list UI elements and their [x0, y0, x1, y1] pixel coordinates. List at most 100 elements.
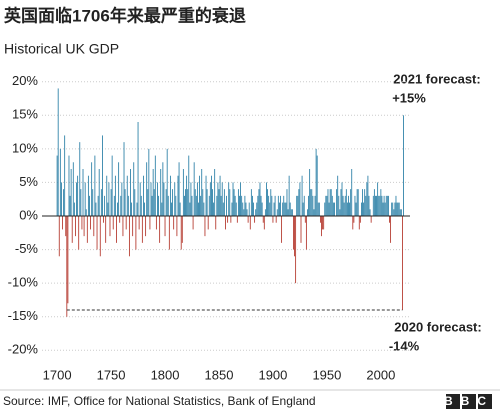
- bar: [165, 189, 167, 216]
- bar: [346, 202, 348, 216]
- bar: [127, 195, 129, 216]
- bar: [275, 216, 277, 223]
- bar: [240, 182, 242, 216]
- x-tick-label: 2000: [366, 367, 395, 382]
- bar: [284, 202, 286, 216]
- y-tick-label: 20%: [12, 73, 38, 88]
- annotation: 2020 forecast:: [394, 319, 481, 334]
- x-tick-label: 1950: [312, 367, 341, 382]
- bar: [57, 88, 59, 216]
- bar: [391, 202, 393, 216]
- bar: [111, 155, 113, 216]
- bar: [87, 175, 89, 216]
- bar: [269, 202, 271, 216]
- bar: [201, 169, 203, 216]
- bar: [185, 189, 186, 216]
- x-tick-label: 1700: [43, 367, 72, 382]
- bar: [151, 195, 153, 216]
- bar: [121, 182, 123, 216]
- bar: [69, 195, 71, 216]
- bar: [243, 209, 245, 216]
- bar: [293, 216, 294, 250]
- bar: [192, 216, 194, 230]
- bar: [198, 202, 199, 216]
- bar: [287, 209, 289, 216]
- bar: [96, 216, 98, 250]
- bar: [400, 209, 402, 216]
- bar: [252, 195, 253, 216]
- bar: [299, 182, 301, 216]
- bar: [109, 216, 111, 237]
- bar: [365, 195, 367, 216]
- bar: [132, 216, 134, 237]
- bar: [241, 195, 243, 216]
- bar: [186, 175, 188, 216]
- bar: [343, 202, 345, 216]
- bar: [190, 182, 192, 216]
- bar: [324, 202, 326, 216]
- bar: [160, 169, 162, 216]
- bar: [65, 216, 67, 237]
- bar: [193, 162, 195, 216]
- bar: [260, 195, 262, 216]
- annotation: 2021 forecast:: [393, 71, 480, 86]
- bar: [397, 202, 399, 216]
- bar: [348, 195, 349, 216]
- bar: [263, 216, 265, 230]
- bar: [161, 202, 163, 216]
- bar: [130, 169, 131, 216]
- bar: [357, 189, 359, 216]
- bar: [328, 202, 330, 216]
- chart-subtitle: Historical UK GDP: [4, 41, 119, 57]
- bar: [332, 202, 334, 216]
- bar: [154, 155, 156, 216]
- bar: [210, 175, 212, 216]
- bar: [191, 195, 193, 216]
- bar: [231, 202, 233, 216]
- bar: [373, 189, 375, 216]
- bar: [123, 142, 125, 216]
- bar: [99, 216, 101, 257]
- bar: [143, 175, 144, 216]
- source: Source: IMF, Office for National Statist…: [3, 394, 316, 408]
- annotation: -14%: [389, 338, 420, 353]
- bar: [295, 216, 297, 284]
- bar: [309, 169, 311, 216]
- bar: [383, 195, 385, 216]
- bar: [128, 216, 130, 257]
- bar: [394, 202, 396, 216]
- bar: [152, 169, 154, 216]
- bar: [145, 216, 147, 237]
- bar: [92, 189, 94, 216]
- bar: [321, 216, 322, 237]
- bar: [106, 175, 108, 216]
- bar: [221, 182, 223, 216]
- bar: [280, 195, 281, 216]
- bar: [159, 216, 161, 243]
- bar: [167, 195, 169, 216]
- x-tick-label: 1900: [258, 367, 287, 382]
- bar: [234, 195, 236, 216]
- bar: [358, 216, 360, 230]
- bar: [380, 189, 382, 216]
- bar: [56, 155, 58, 216]
- bar: [214, 169, 216, 216]
- bar: [171, 202, 172, 216]
- bar: [359, 216, 361, 223]
- y-tick-label: -10%: [8, 275, 39, 290]
- bar: [273, 202, 275, 216]
- bar: [339, 209, 341, 216]
- bar: [135, 216, 137, 250]
- bar: [396, 202, 398, 216]
- bar: [126, 175, 128, 216]
- y-tick-label: -5%: [15, 241, 39, 256]
- bar: [363, 202, 365, 216]
- bar: [286, 189, 288, 216]
- bar: [242, 202, 244, 216]
- bar: [188, 155, 190, 216]
- bar: [378, 195, 380, 216]
- bar: [169, 175, 171, 216]
- bar: [58, 216, 60, 257]
- bar: [395, 195, 397, 216]
